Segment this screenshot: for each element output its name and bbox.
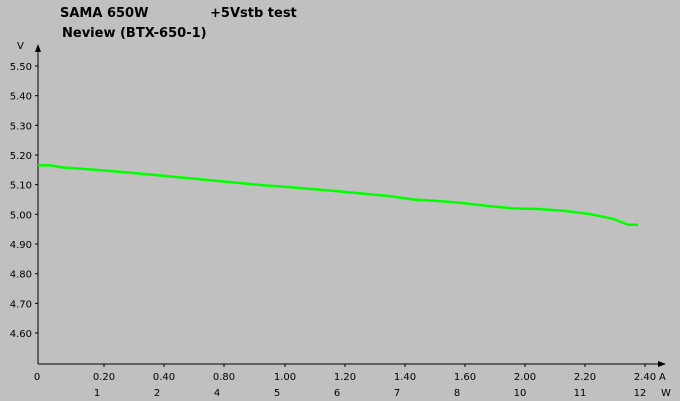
y-axis-arrow — [35, 44, 41, 52]
y-tick-label: 4.80 — [10, 270, 32, 281]
x2-axis-unit: W — [661, 388, 671, 399]
y-tick-label: 5.00 — [10, 210, 32, 221]
x2-tick-label: 12 — [634, 388, 647, 399]
x-tick-label: 0.40 — [153, 372, 175, 383]
x-tick-label: 0.20 — [93, 372, 115, 383]
x2-tick-label: 1 — [94, 388, 100, 399]
x-tick-label: 0 — [34, 372, 40, 383]
y-tick-label: 4.90 — [10, 240, 32, 251]
y-tick-label: 4.70 — [10, 299, 32, 310]
x-tick-label: 1.00 — [274, 372, 296, 383]
x-tick-label: 2.00 — [514, 372, 536, 383]
x2-tick-label: 11 — [574, 388, 587, 399]
y-tick-label: 5.40 — [10, 92, 32, 103]
x-tick-label: 1.20 — [334, 372, 356, 383]
x2-tick-label: 6 — [334, 388, 340, 399]
chart-title: SAMA 650W — [60, 6, 148, 21]
x2-tick-label: 4 — [214, 388, 220, 399]
y-tick-label: 5.10 — [10, 181, 32, 192]
x2-tick-label: 10 — [514, 388, 527, 399]
y-ticks: 5.50 5.40 5.30 5.20 5.10 5.00 4.90 4.80 4.70 4.60 — [10, 62, 38, 340]
x2-tick-label: 5 — [274, 388, 280, 399]
y-tick-label: 5.20 — [10, 151, 32, 162]
y-tick-label: 5.50 — [10, 62, 32, 73]
x-tick-label: 0.80 — [213, 372, 235, 383]
y-axis-unit: V — [17, 41, 24, 52]
x-tick-label: 1.60 — [454, 372, 476, 383]
x-axis-arrow — [658, 361, 666, 367]
x2-ticks: 1 2 4 5 6 7 8 10 11 12 — [94, 388, 647, 399]
chart-test-name: +5Vstb test — [210, 6, 297, 21]
y-tick-label: 5.30 — [10, 121, 32, 132]
x2-tick-label: 2 — [154, 388, 160, 399]
chart-subtitle: Neview (BTX-650-1) — [62, 26, 207, 41]
x-ticks: 0 0.20 0.40 0.80 1.00 1.20 1.40 1.60 2.00 2.20 2.4… — [34, 364, 656, 383]
x-tick-label: 2.20 — [574, 372, 596, 383]
x-tick-label: 1.40 — [394, 372, 416, 383]
x-tick-label: 2.40 — [634, 372, 656, 383]
x2-tick-label: 7 — [394, 388, 400, 399]
series-line-5vstb — [38, 164, 638, 226]
y-tick-label: 4.60 — [10, 329, 32, 340]
x-axis-unit: A — [659, 372, 666, 383]
x2-tick-label: 8 — [454, 388, 460, 399]
